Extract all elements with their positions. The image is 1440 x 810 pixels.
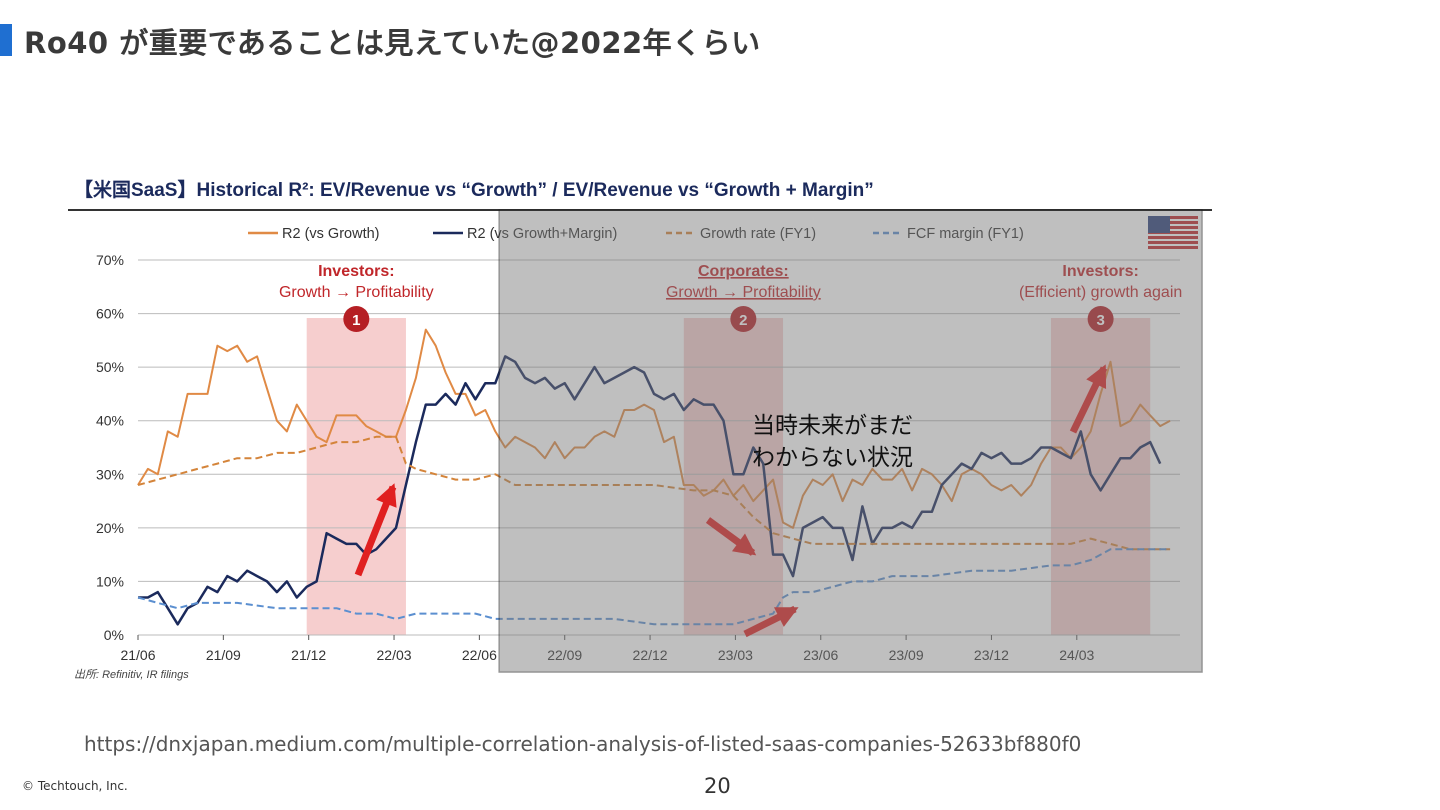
flag-stripe [1148,231,1198,234]
legend-label: R2 (vs Growth+Margin) [467,226,617,242]
red-arrow-4-head [1086,364,1107,389]
red-arrow-2-head [731,533,757,556]
flag-canton [1148,216,1170,233]
x-tick-label: 23/06 [803,647,838,663]
chart-svg: 【米国SaaS】Historical R²: EV/Revenue vs “Gr… [68,172,1212,684]
x-tick-label: 21/09 [206,647,241,663]
annotation-badge-2 [730,306,757,332]
x-tick-label: 21/12 [291,647,326,663]
chart-source: 出所: Refinitiv, IR filings [74,668,189,681]
y-tick-label: 10% [96,573,124,589]
annotation-badge-1 [343,306,370,332]
x-tick-label: 24/03 [1059,647,1094,663]
chart-image: 【米国SaaS】Historical R²: EV/Revenue vs “Gr… [68,172,1212,684]
gray-overlay [498,209,1203,673]
annotation-subtitle-3: (Efficient) growth again [1019,284,1182,301]
flag-stripe [1148,226,1198,229]
annotation-title-3: Investors: [1062,263,1138,280]
chart-background [68,172,1212,684]
flag-stripe [1148,221,1198,224]
series-line-4 [137,548,1171,626]
x-tick-label: 21/06 [120,647,155,663]
legend-label: R2 (vs Growth) [282,226,380,242]
y-tick-label: 30% [96,466,124,482]
legend-label: Growth rate (FY1) [700,226,816,242]
annotation-title-2: Corporates: [698,263,789,280]
y-tick-label: 20% [96,520,124,536]
series-line-1 [137,328,1171,529]
series-line-3 [137,435,1171,551]
note-line2: わからない状況 [752,445,913,471]
x-tick-label: 22/06 [462,647,497,663]
annotation-number-3: 3 [1096,312,1104,329]
x-tick-label: 22/09 [547,647,582,663]
flag-stripe [1148,246,1198,249]
red-arrow-1-head [376,483,397,508]
y-tick-label: 60% [96,306,124,322]
slide-title: Ro40 が重要であることは見えていた@2022年くらい [24,26,761,60]
flag-stripe [1148,216,1198,219]
flag-stripe [1148,236,1198,239]
flag-stripe [1148,241,1198,244]
y-tick-label: 50% [96,359,124,375]
chart-title: 【米国SaaS】Historical R²: EV/Revenue vs “Gr… [74,178,874,201]
annotation-subtitle-2: Growth → Profitability [666,284,821,301]
x-tick-label: 23/12 [974,647,1009,663]
page-number: 20 [704,774,731,798]
annotation-title-1: Investors: [318,263,394,280]
series-line-2 [138,355,1162,626]
x-tick-label: 22/12 [633,647,668,663]
x-tick-label: 22/03 [377,647,412,663]
highlight-range-2 [683,318,784,635]
annotation-number-1: 1 [352,312,360,329]
annotation-number-2: 2 [739,312,747,329]
highlight-range-1 [306,318,406,635]
x-tick-label: 23/03 [718,647,753,663]
copyright: © Techtouch, Inc. [22,779,128,793]
x-tick-label: 23/09 [889,647,924,663]
annotation-badge-3 [1087,306,1114,332]
y-tick-label: 70% [96,252,124,268]
red-arrow-3-head [773,607,799,627]
annotation-subtitle-1: Growth → Profitability [279,284,434,301]
source-url[interactable]: https://dnxjapan.medium.com/multiple-cor… [84,732,1082,756]
title-accent-bar [0,24,12,56]
legend-label: FCF margin (FY1) [907,226,1024,242]
y-tick-label: 0% [104,627,124,643]
y-tick-label: 40% [96,413,124,429]
overlay-note: 当時未来がまだ わからない状況 [752,410,913,474]
note-line1: 当時未来がまだ [752,413,913,439]
